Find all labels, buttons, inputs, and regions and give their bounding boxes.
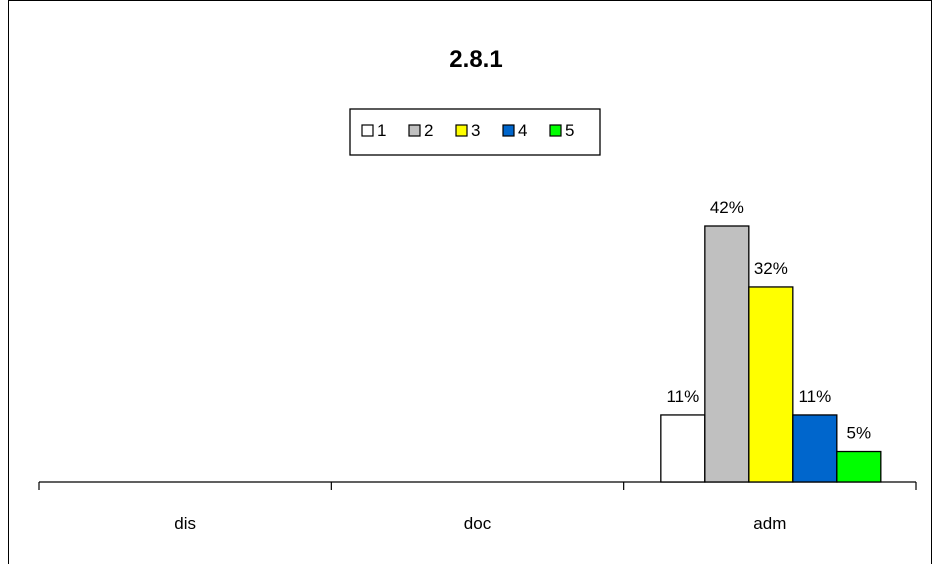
legend-label: 5 <box>565 121 574 140</box>
data-label: 42% <box>710 198 744 217</box>
legend-label: 1 <box>377 121 386 140</box>
bar-series-4 <box>792 414 838 483</box>
legend-label: 4 <box>518 121 527 140</box>
legend-swatch <box>502 124 515 137</box>
legend-swatch <box>361 124 374 137</box>
plot-area: dis doc adm 11% 42% 32% 11% 5% <box>38 198 917 533</box>
chart-frame: 2.8.1 1 2 3 4 5 dis doc adm 11% 42% 32% 11% 5% <box>8 0 932 564</box>
data-label: 11% <box>666 387 699 406</box>
legend-swatch <box>408 124 421 137</box>
legend-swatch <box>455 124 468 137</box>
legend: 1 2 3 4 5 <box>349 108 601 156</box>
bar-series-1 <box>660 414 706 483</box>
x-tick-label: dis <box>174 514 196 533</box>
legend-label: 2 <box>424 121 433 140</box>
legend-label: 3 <box>471 121 480 140</box>
legend-swatch <box>549 124 562 137</box>
data-label: 5% <box>847 424 872 443</box>
data-label: 32% <box>754 259 788 278</box>
bar-series-2 <box>704 225 750 483</box>
x-tick-label: adm <box>753 514 786 533</box>
chart-svg: 2.8.1 1 2 3 4 5 dis doc adm 11% 42% 32% 11% 5% <box>38 46 917 533</box>
chart-title: 2.8.1 <box>449 46 502 73</box>
x-tick-label: doc <box>464 514 492 533</box>
bar-series-5 <box>836 450 882 483</box>
bar-series-3 <box>748 286 794 483</box>
data-label: 11% <box>798 387 831 406</box>
